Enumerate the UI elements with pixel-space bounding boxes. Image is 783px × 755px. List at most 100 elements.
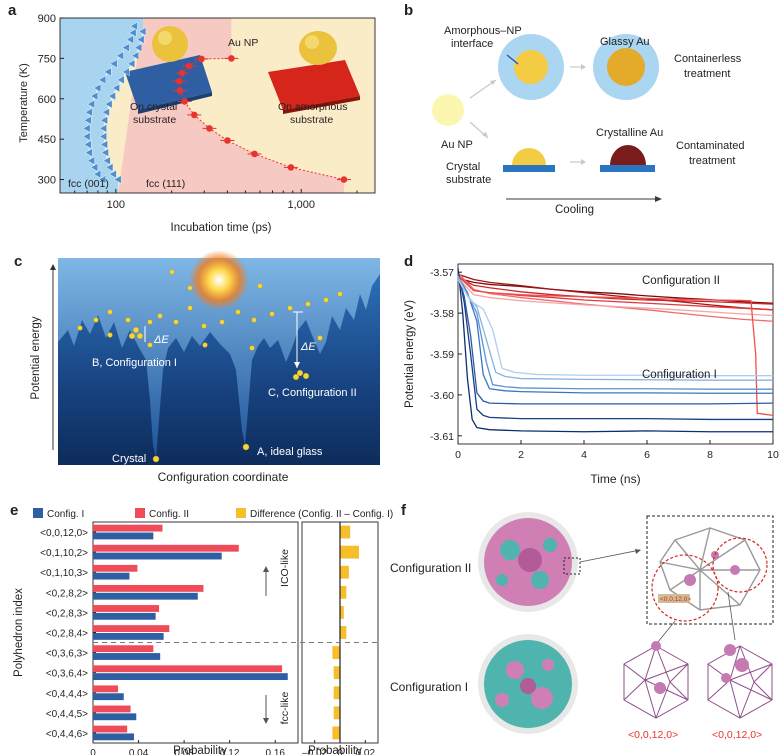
d-xtick-label: 0 — [455, 449, 461, 461]
a-point-fcc — [103, 67, 112, 77]
d-ylabel: Potential energy (eV) — [404, 300, 416, 408]
e-bar-difference — [332, 726, 340, 740]
c-cluster-dot — [337, 291, 343, 297]
c-cluster-highlight — [128, 332, 136, 340]
a-point-au — [340, 176, 348, 183]
e-bar-config2 — [93, 625, 170, 632]
e-category-label: <0,1,10,2> — [40, 548, 88, 559]
a-label-crystal-2: substrate — [133, 114, 176, 126]
panel-e-chart: Config. I Config. II Difference (Config. I… — [13, 508, 393, 755]
c-energy-landscape — [58, 274, 380, 465]
a-point-fcc — [131, 51, 139, 61]
a-point-fcc — [84, 148, 93, 157]
e-right-xlabel: Probability — [308, 745, 362, 755]
a-point-fcc — [100, 140, 108, 149]
a-point-fcc — [108, 91, 116, 101]
e-annot-fcc: fcc-like — [279, 692, 291, 725]
f-icosahedron-2 — [707, 644, 773, 719]
e-right-xtick-label: –0.02 — [302, 748, 327, 755]
c-cluster-dot — [147, 342, 153, 348]
e-left-xtick-label: 0.04 — [129, 748, 149, 755]
b-au-core — [514, 50, 548, 84]
d-series-line — [457, 273, 774, 311]
e-bar-config2 — [93, 564, 138, 572]
d-xtick-label: 2 — [518, 449, 524, 461]
e-bar-difference — [332, 646, 340, 660]
e-left-xtick-label: 0.12 — [220, 748, 240, 755]
a-point-fcc — [136, 35, 145, 44]
d-series-line — [457, 275, 773, 394]
panel-d-chart: -3.57 -3.58 -3.59 -3.60 -3.610 2 4 6 8 10 Configur… — [404, 263, 779, 486]
e-bar-config2 — [93, 665, 283, 673]
amorphous-substrate-image — [268, 31, 360, 114]
e-ico-arrowhead — [263, 566, 269, 572]
b-source-np — [432, 94, 464, 126]
b-au-dome — [512, 148, 546, 165]
a-point-au — [251, 150, 258, 158]
a-point-fcc — [116, 75, 125, 85]
d-xtick-label: 6 — [644, 449, 650, 461]
a-point-fcc — [82, 124, 91, 133]
a-label-crystal-1: On crystal — [130, 101, 177, 113]
b-label-containerless-1: Containerless — [674, 53, 742, 65]
a-point-fcc — [116, 51, 124, 61]
a-region-fcc — [60, 18, 143, 193]
c-heat-flash — [189, 250, 249, 310]
e-bar-difference — [333, 686, 340, 700]
c-cluster-dot — [305, 301, 311, 307]
c-cluster-dot — [169, 269, 175, 275]
a-point-fcc — [138, 27, 147, 36]
c-cluster-dot — [173, 319, 179, 325]
a-point-au — [181, 98, 188, 105]
b-label-containerless-2: treatment — [684, 68, 730, 80]
d-series-line — [457, 279, 773, 377]
c-cluster-highlight — [296, 369, 304, 377]
a-point-fcc — [102, 107, 110, 117]
d-series-line — [457, 275, 773, 381]
a-point-fcc — [101, 148, 109, 157]
d-xtick-label: 10 — [767, 449, 779, 461]
a-xlabel: Incubation time (ps) — [171, 222, 272, 234]
c-cluster-dot — [317, 335, 323, 341]
b-label-contaminated-2: treatment — [689, 155, 735, 167]
c-cluster-dot — [269, 311, 275, 317]
a-label-au-np: Au NP — [228, 37, 258, 49]
d-series-line — [457, 277, 773, 390]
c-cluster-dot — [251, 317, 257, 323]
a-point-fcc — [98, 175, 106, 184]
a-ylabel: Temperature (K) — [18, 63, 30, 142]
e-annot-ico: ICO-like — [279, 549, 291, 587]
e-bar-config2 — [93, 584, 204, 592]
a-point-fcc — [112, 83, 120, 93]
a-ytick-label: 450 — [38, 134, 56, 146]
b-label-interface-1: Amorphous–NP — [444, 25, 522, 37]
d-annot-config1: Configuration I — [642, 369, 717, 381]
b-label-contaminated-1: Contaminated — [676, 140, 745, 152]
f-label-tag-zoom: <0,0,12,0> — [660, 596, 691, 603]
e-right-xtick-label: 0 — [337, 748, 343, 755]
c-cluster-dot — [187, 305, 193, 311]
a-point-fcc — [84, 107, 93, 117]
e-fcc-arrowhead — [263, 718, 269, 724]
e-bar-difference — [340, 525, 351, 539]
a-point-fcc — [121, 43, 130, 52]
c-cluster-dot — [147, 319, 153, 325]
d-series-line — [457, 274, 774, 311]
b-crystalline-au — [610, 145, 646, 165]
e-bar-difference — [340, 626, 347, 639]
e-bar-config1 — [93, 572, 130, 580]
a-point-fcc — [121, 67, 130, 77]
c-glass-dot — [242, 443, 250, 451]
e-category-label: <0,3,6,3> — [46, 649, 88, 660]
a-point-fcc — [109, 59, 118, 69]
e-category-label: <0,2,8,3> — [46, 608, 88, 619]
a-point-fcc — [93, 83, 102, 93]
a-point-fcc — [82, 132, 91, 141]
a-point-fcc — [93, 169, 102, 179]
a-ytick-label: 750 — [38, 53, 56, 65]
d-annot-config2: Configuration II — [642, 275, 720, 287]
c-cluster-highlight — [132, 326, 140, 334]
a-point-fcc — [98, 75, 106, 85]
d-ytick-label: -3.60 — [430, 390, 454, 402]
a-point-fcc — [83, 140, 92, 149]
